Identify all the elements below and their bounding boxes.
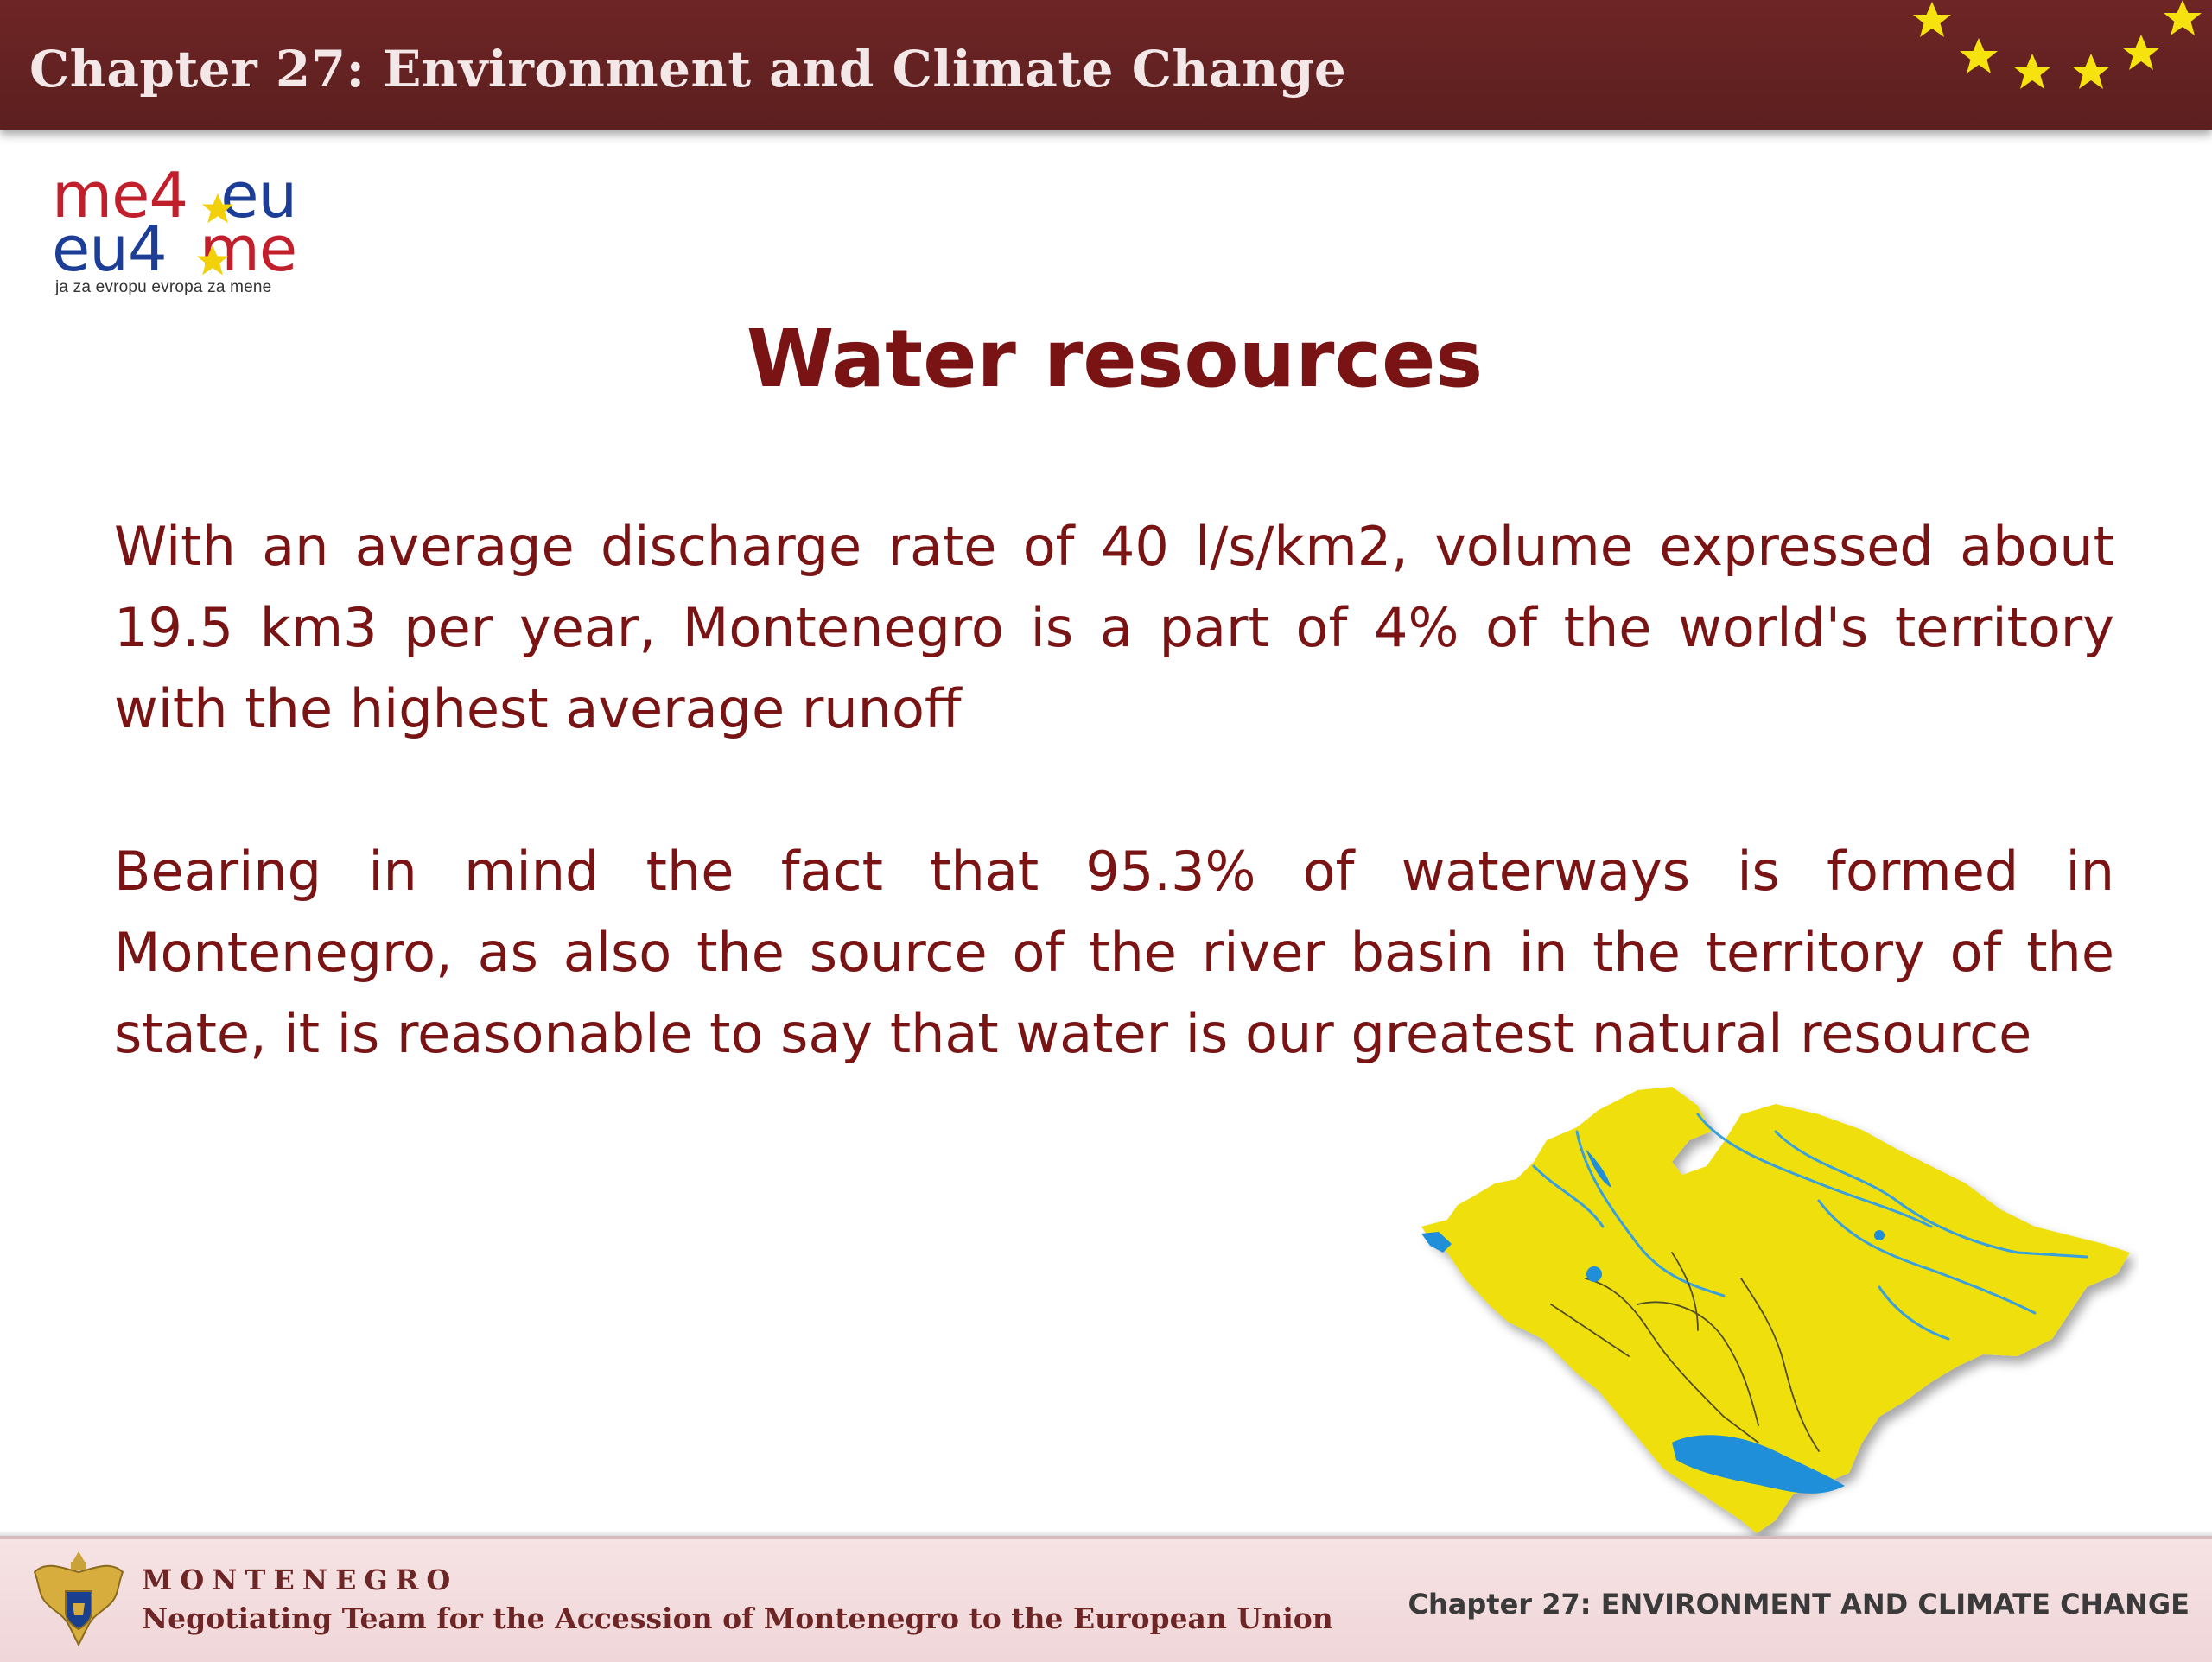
header-bar: Chapter 27: Environment and Climate Chan… [0, 0, 2212, 130]
footer-team: Negotiating Team for the Accession of Mo… [142, 1602, 1333, 1635]
me4eu-logo: me4 eu eu4 me ja za evropu evropa za mene [52, 164, 328, 302]
footer-shadow [0, 1531, 2212, 1538]
paragraph-waterways: Bearing in mind the fact that 95.3% of w… [114, 840, 2114, 1065]
coat-of-arms-icon [33, 1551, 124, 1647]
slide-title: Water resources [746, 313, 1484, 405]
logo-tagline: ja za evropu evropa za mene [55, 278, 272, 296]
footer-bar [0, 1536, 2212, 1662]
montenegro-water-map [1421, 1087, 2130, 1533]
paragraph-discharge: With an average discharge rate of 40 l/s… [114, 515, 2114, 740]
logo-star-icon [196, 244, 229, 276]
eu-stars-icon [1913, 0, 2202, 89]
footer-country: MONTENEGRO [142, 1564, 459, 1596]
logo-line-2: eu4 me [52, 213, 297, 285]
logo-line-1: me4 eu [52, 159, 297, 232]
footer-chapter: Chapter 27: ENVIRONMENT AND CLIMATE CHAN… [1408, 1588, 2190, 1621]
logo-star-icon [201, 193, 234, 224]
header-title: Chapter 27: Environment and Climate Chan… [29, 40, 1347, 98]
